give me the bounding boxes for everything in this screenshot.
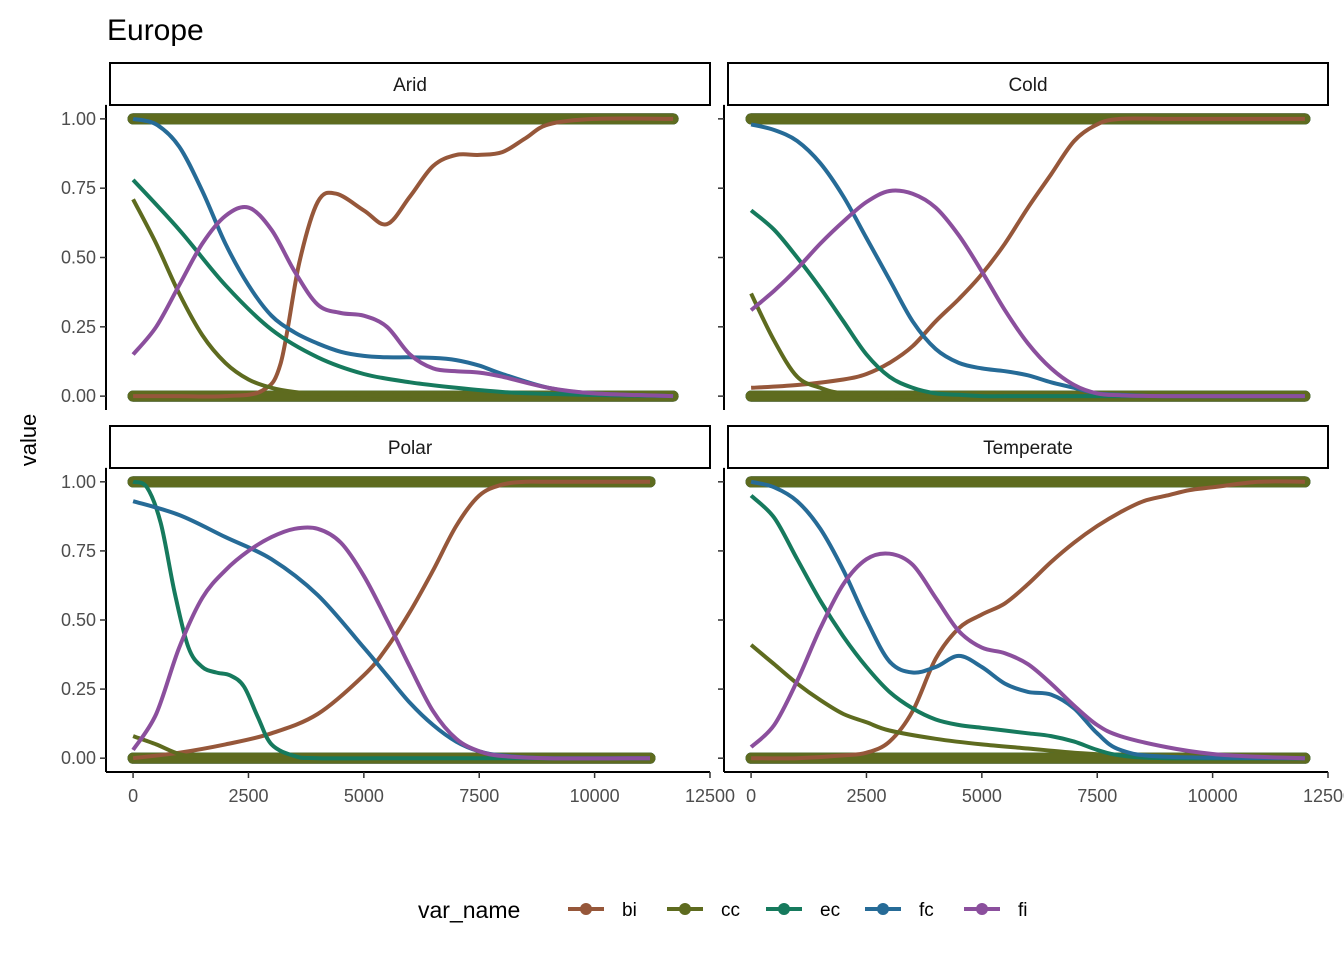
legend-item-ec: ec	[766, 900, 840, 921]
strip-label-polar: Polar	[388, 438, 433, 459]
y-tick-label: 1.00	[61, 472, 96, 492]
series-line-fc	[750, 479, 1305, 761]
series-line-fc	[750, 122, 1305, 399]
y-tick-label: 0.25	[61, 317, 96, 337]
legend-label-ec: ec	[820, 900, 840, 921]
series-line-fi	[749, 188, 1305, 399]
strip-cold	[727, 62, 1329, 106]
y-tick-label: 1.00	[61, 109, 96, 129]
y-tick-label: 0.75	[61, 178, 96, 198]
series-line-ec	[131, 178, 674, 399]
series-line-ec	[749, 494, 1305, 761]
legend-item-fi: fi	[964, 900, 1028, 921]
legend-key-point-cc	[679, 903, 691, 915]
series-line-ec	[132, 479, 650, 761]
legend-items: bi cc ec fc fi	[568, 900, 1028, 921]
strip-label-cold: Cold	[1008, 75, 1047, 96]
series-line-bi	[751, 479, 1305, 761]
strip-arid	[109, 62, 711, 106]
series-line-fi	[131, 205, 674, 399]
strip-label-temperate: Temperate	[983, 438, 1073, 459]
panels: Arid 0.00 0.25 0.50 0.75 1.00 Cold Polar 0.00 0.2…	[61, 62, 1344, 806]
legend-item-bi: bi	[568, 900, 637, 921]
strip-label-arid: Arid	[393, 75, 427, 96]
legend-key-point-bi	[580, 903, 592, 915]
x-tick-label: 10000	[1188, 786, 1238, 806]
panel-temperate: Temperate 0 2500 5000 7500 10000 12500	[718, 425, 1344, 806]
x-tick-label: 12500	[685, 786, 735, 806]
legend-label-fi: fi	[1018, 900, 1028, 921]
series-line-fi	[749, 551, 1305, 761]
series-line-cc	[131, 198, 674, 399]
series-line-ec	[749, 208, 1305, 399]
x-tick-label: 7500	[1077, 786, 1117, 806]
y-tick-label: 0.50	[61, 248, 96, 268]
series-line-bi	[133, 116, 674, 399]
panel-arid: Arid 0.00 0.25 0.50 0.75 1.00	[61, 62, 711, 410]
y-tick-label: 0.00	[61, 386, 96, 406]
chart-title: Europe	[107, 14, 204, 47]
legend-item-cc: cc	[667, 900, 740, 921]
strip-temperate	[727, 425, 1329, 469]
legend-label-cc: cc	[721, 900, 740, 921]
y-tick-label: 0.25	[61, 679, 96, 699]
panel-polar: Polar 0.00 0.25 0.50 0.75 1.00 0 2500 5000 7500 10…	[61, 425, 735, 806]
x-tick-label: 5000	[344, 786, 384, 806]
y-tick-label: 0.75	[61, 541, 96, 561]
x-tick-label: 5000	[962, 786, 1002, 806]
legend-key-point-fc	[877, 903, 889, 915]
x-tick-label: 0	[128, 786, 138, 806]
x-tick-label: 2500	[846, 786, 886, 806]
y-axis-title: value	[16, 414, 41, 467]
y-tick-label: 0.00	[61, 748, 96, 768]
legend-item-fc: fc	[865, 900, 934, 921]
y-tick-label: 0.50	[61, 610, 96, 630]
legend-label-fc: fc	[919, 900, 934, 921]
panel-cold: Cold	[718, 62, 1329, 410]
x-tick-label: 12500	[1303, 786, 1344, 806]
x-tick-label: 0	[746, 786, 756, 806]
series-line-bi	[132, 479, 650, 761]
series-line-fi	[131, 525, 651, 761]
x-tick-label: 7500	[459, 786, 499, 806]
series-line-fc	[132, 116, 674, 399]
legend-label-bi: bi	[622, 900, 637, 921]
strip-polar	[109, 425, 711, 469]
legend-title: var_name	[418, 897, 520, 923]
x-tick-label: 2500	[228, 786, 268, 806]
legend-key-point-fi	[976, 903, 988, 915]
series-line-bi	[750, 116, 1305, 390]
x-tick-label: 10000	[570, 786, 620, 806]
legend: var_name bi cc ec fc fi	[418, 897, 1028, 923]
legend-key-point-ec	[778, 903, 790, 915]
